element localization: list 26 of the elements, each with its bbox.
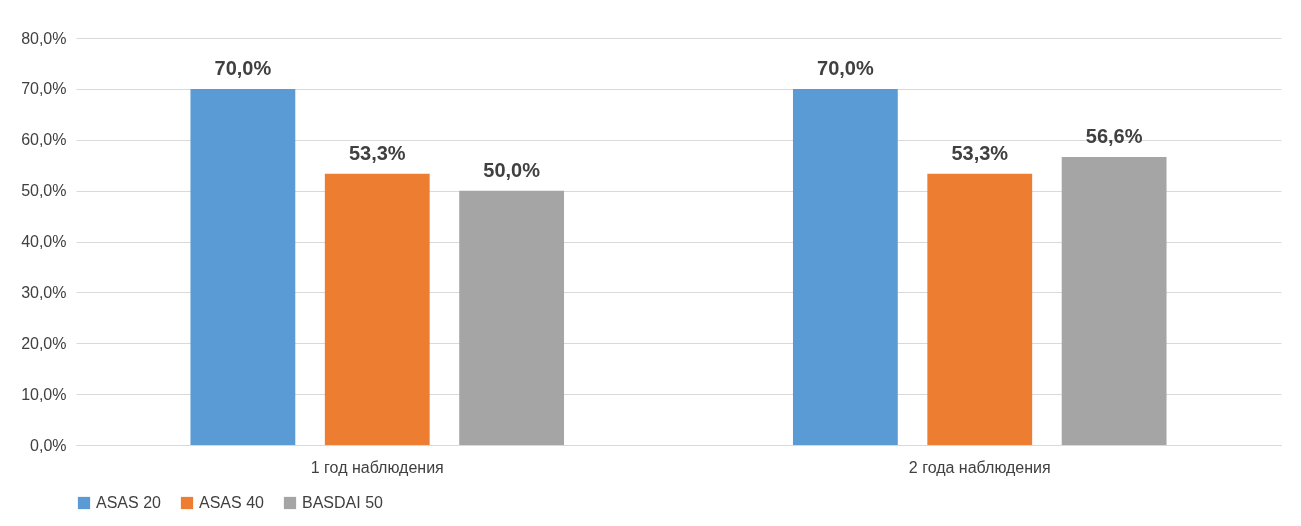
y-tick-label: 70,0%: [21, 80, 67, 98]
y-tick-label: 80,0%: [21, 29, 67, 47]
y-tick-label: 50,0%: [21, 182, 67, 200]
bar: [190, 88, 296, 445]
y-tick-label: 60,0%: [21, 131, 67, 149]
x-tick-label: 1 год наблюдения: [310, 458, 444, 476]
y-tick-label: 20,0%: [21, 334, 67, 352]
bar: [927, 173, 1033, 445]
bar: [324, 173, 430, 445]
data-label: 53,3%: [951, 141, 1009, 164]
y-tick-label: 40,0%: [21, 233, 67, 250]
data-label: 56,6%: [1085, 125, 1143, 148]
data-label: 70,0%: [817, 56, 874, 79]
data-label: 50,0%: [483, 158, 541, 181]
data-label: 53,3%: [348, 141, 406, 164]
legend-label: ASAS 40: [199, 494, 265, 511]
bar: [1061, 157, 1167, 445]
y-tick-label: 30,0%: [21, 283, 67, 301]
y-tick-label: 0,0%: [30, 436, 67, 454]
legend-label: BASDAI 50: [302, 494, 384, 511]
data-label: 70,0%: [214, 56, 272, 79]
bar: [792, 88, 898, 445]
x-tick-label: 2 года наблюдения: [908, 458, 1051, 476]
bar: [459, 190, 565, 445]
y-tick-label: 10,0%: [21, 385, 67, 403]
legend-label: ASAS 20: [96, 494, 162, 511]
